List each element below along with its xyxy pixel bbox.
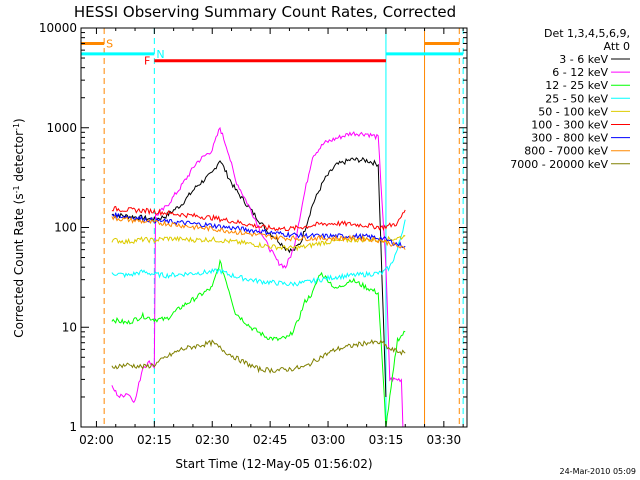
legend-entry-6: 300 - 800 keV	[531, 132, 608, 145]
x-tick-label-5: 03:15	[369, 433, 404, 447]
x-axis-label: Start Time (12-May-05 01:56:02)	[175, 457, 372, 471]
timestamp: 24-Mar-2010 05:09	[560, 467, 637, 476]
legend-entry-8: 7000 - 20000 keV	[510, 158, 608, 171]
series-line-4	[111, 234, 406, 252]
series-line-3	[111, 219, 406, 287]
series-line-6	[111, 212, 406, 249]
legend-entry-2: 12 - 25 keV	[545, 79, 608, 92]
legend-entry-1: 6 - 12 keV	[552, 66, 608, 79]
y-tick-label-1: 10	[62, 320, 77, 334]
x-tick-label-0: 02:00	[79, 433, 114, 447]
series-line-5	[111, 205, 406, 232]
x-tick-label-3: 02:45	[253, 433, 288, 447]
y-tick-label-2: 100	[54, 221, 77, 235]
legend-entry-5: 100 - 300 keV	[531, 119, 608, 132]
series-line-7	[111, 215, 406, 250]
legend-entry-4: 50 - 100 keV	[538, 105, 608, 118]
legend-entry-0: 3 - 6 keV	[559, 53, 608, 66]
flag-label-S: S	[106, 37, 113, 50]
x-tick-label-4: 03:00	[311, 433, 346, 447]
x-tick-label-1: 02:15	[137, 433, 172, 447]
y-tick-label-4: 10000	[39, 21, 77, 35]
legend-title-2: Att 0	[604, 40, 630, 53]
legend-title-1: Det 1,3,4,5,6,9,	[544, 27, 630, 40]
y-axis-label: Corrected Count Rate (s-1 detector-1)	[12, 118, 26, 337]
legend-entry-7: 800 - 7000 keV	[524, 145, 608, 158]
series-line-2	[111, 258, 406, 427]
chart-title: HESSI Observing Summary Count Rates, Cor…	[74, 3, 456, 21]
y-tick-label-0: 1	[69, 420, 77, 434]
flag-label-F: F	[144, 55, 150, 68]
series-line-1	[111, 126, 404, 427]
series-line-8	[111, 338, 406, 374]
series-line-0	[111, 156, 387, 398]
y-tick-label-3: 1000	[46, 121, 77, 135]
legend-entry-3: 25 - 50 keV	[545, 92, 608, 105]
flag-label-N: N	[156, 48, 164, 61]
x-tick-label-2: 02:30	[195, 433, 230, 447]
x-tick-label-6: 03:30	[427, 433, 462, 447]
